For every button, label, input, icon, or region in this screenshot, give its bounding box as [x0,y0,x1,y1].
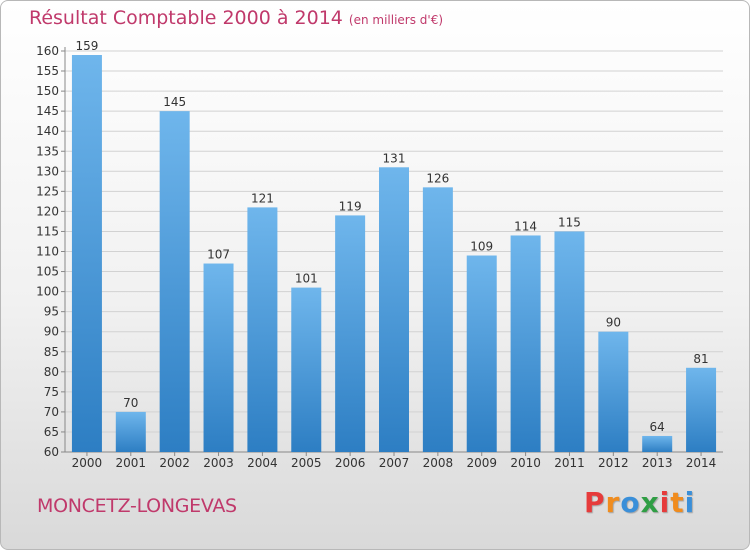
axes: 60 65 70 75 80 85 90 95 100 105 110 115 120 125 130 135… [36,44,723,470]
y-tick-label: 65 [44,425,59,439]
y-tick-label: 145 [36,104,59,118]
data-label-2002: 145 [163,95,186,109]
chart-subtitle: (en milliers d'€) [348,13,444,27]
x-tick-label: 2010 [510,456,541,470]
data-label-2009: 109 [470,240,493,254]
logo-letter: r [605,486,621,519]
bar-2012 [598,331,629,452]
data-label-2014: 81 [693,352,708,366]
x-tick-label: 2011 [554,456,585,470]
bar-2011 [554,231,585,452]
x-tick-label: 2008 [423,456,454,470]
y-tick-label: 70 [44,405,59,419]
y-tick-label: 105 [36,265,59,279]
data-label-2000: 159 [75,39,98,53]
data-label-2005: 101 [295,272,318,286]
data-label-2004: 121 [251,191,274,205]
logo-letter: P [584,486,606,519]
bars [71,55,717,453]
labels: 159 70 145 107 121 101 119 131 126 109 114 115 90 64 8… [75,39,708,434]
data-label-2006: 119 [339,199,362,213]
x-tick-label: 2003 [203,456,234,470]
bar-2007 [379,167,409,453]
logo-letter: t [670,486,685,519]
x-tick-label: 2004 [247,456,278,470]
bar-2009 [466,255,497,452]
logo-letter: i [659,486,671,519]
y-tick-label: 60 [44,445,59,459]
bar-2002 [159,111,190,453]
x-tick-label: 2009 [466,456,497,470]
y-tick-label: 130 [36,164,59,178]
x-tick-label: 2000 [72,456,103,470]
x-tick-label: 2013 [642,456,673,470]
y-tick-label: 75 [44,385,59,399]
bar-2003 [203,263,234,452]
bar-2004 [247,207,278,452]
y-tick-label: 135 [36,144,59,158]
data-label-2007: 131 [383,151,406,165]
logo-letter: i [684,486,696,519]
y-tick-label: 115 [36,224,59,238]
x-tick-label: 2007 [379,456,410,470]
data-label-2011: 115 [558,215,581,229]
chart-title: Résultat Comptable 2000 à 2014 (en millie… [29,7,443,29]
bar-2010 [510,235,541,452]
y-tick-label: 120 [36,204,59,218]
y-tick-label: 95 [44,305,59,319]
y-tick-label: 150 [36,84,59,98]
bar-2005 [291,287,322,452]
logo-letter: o [620,486,641,519]
bar-2013 [642,435,673,452]
y-tick-label: 160 [36,44,59,58]
bar-2014 [686,367,717,452]
chart-title-text: Résultat Comptable 2000 à 2014 [29,7,343,29]
data-label-2010: 114 [514,219,537,233]
y-tick-label: 155 [36,64,59,78]
x-tick-label: 2001 [116,456,147,470]
x-tick-label: 2006 [335,456,366,470]
x-tick-label: 2014 [686,456,717,470]
data-label-2001: 70 [123,396,138,410]
x-tick-label: 2002 [159,456,190,470]
bar-2008 [422,187,453,452]
x-tick-label: 2005 [291,456,322,470]
data-label-2003: 107 [207,248,230,262]
data-label-2013: 64 [650,420,665,434]
data-label-2012: 90 [606,316,621,330]
y-tick-label: 100 [36,285,59,299]
data-label-2008: 126 [426,171,449,185]
y-tick-label: 85 [44,345,59,359]
y-tick-label: 90 [44,325,59,339]
y-tick-label: 80 [44,365,59,379]
location-name: MONCETZ-LONGEVAS [37,495,237,517]
y-tick-label: 125 [36,184,59,198]
proxiti-logo[interactable]: Proxiti [584,486,695,519]
y-tick-label: 110 [36,245,59,259]
y-tick-label: 140 [36,124,59,138]
bar-2001 [115,411,146,452]
x-tick-label: 2012 [598,456,629,470]
bar-2006 [335,215,366,452]
logo-letter: x [640,486,660,519]
bar-2000 [71,55,102,452]
